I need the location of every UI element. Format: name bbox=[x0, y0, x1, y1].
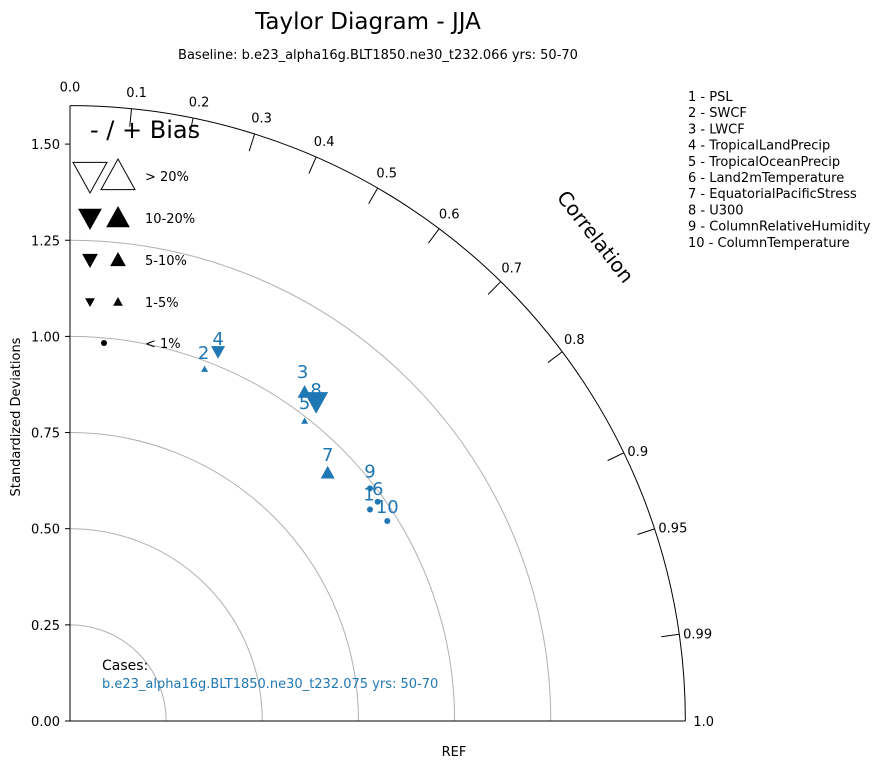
data-points: 1 2 3 4 5 6 7 8 910 bbox=[198, 329, 399, 525]
corr-tick-label: 0.2 bbox=[189, 95, 210, 110]
bias-legend-label: > 20% bbox=[145, 170, 189, 185]
bias-legend-label: 5-10% bbox=[145, 254, 187, 269]
corr-tick-label: 0.95 bbox=[658, 522, 687, 537]
corr-tick-mark bbox=[637, 528, 655, 535]
data-point-label-8: 8 bbox=[310, 380, 321, 401]
bias-legend-neg-marker bbox=[78, 208, 102, 231]
corr-tick-label: 0.0 bbox=[60, 81, 81, 96]
data-point-2 bbox=[201, 365, 209, 372]
axes bbox=[69, 105, 686, 722]
data-point-1 bbox=[366, 506, 373, 513]
grid-arc bbox=[69, 528, 263, 722]
data-point-label-2: 2 bbox=[198, 343, 209, 364]
std-dev-grid-arcs bbox=[69, 239, 552, 722]
data-point-10 bbox=[384, 518, 391, 525]
grid-arc bbox=[69, 239, 552, 722]
y-axis-label: Standardized Deviations bbox=[9, 337, 24, 496]
data-point-label-9: 9 bbox=[364, 461, 375, 482]
y-tick-label: 1.50 bbox=[31, 138, 60, 153]
y-tick-label: 0.75 bbox=[31, 427, 60, 442]
corr-tick-label: 0.99 bbox=[683, 628, 712, 643]
corr-tick-label: 0.1 bbox=[126, 86, 147, 101]
data-point-label-3: 3 bbox=[297, 362, 308, 383]
correlation-label: Correlation bbox=[552, 186, 639, 288]
grid-arc bbox=[69, 335, 456, 722]
bias-legend-dot bbox=[101, 340, 107, 346]
data-point-5 bbox=[301, 417, 309, 424]
corr-tick-mark bbox=[428, 228, 440, 244]
corr-tick-label: 0.9 bbox=[627, 445, 648, 460]
data-point-6 bbox=[374, 498, 381, 505]
corr-tick-mark bbox=[368, 187, 379, 204]
std-dev-ticks: 0.00 0.25 0.50 0.75 1.00 1.25 1.50 bbox=[31, 138, 70, 730]
chart-title: Taylor Diagram - JJA bbox=[254, 9, 481, 35]
data-point-label-1: 1 bbox=[363, 484, 374, 505]
variable-list-item: 6 - Land2mTemperature bbox=[688, 171, 844, 186]
data-point-7 bbox=[320, 465, 335, 479]
variable-list-item: 2 - SWCF bbox=[688, 106, 747, 121]
outer-arc bbox=[69, 105, 686, 722]
case-name: b.e23_alpha16g.BLT1850.ne30_t232.075 yrs… bbox=[102, 677, 438, 692]
variable-list-item: 8 - U300 bbox=[688, 203, 744, 218]
variable-list-item: 5 - TropicalOceanPrecip bbox=[688, 155, 840, 170]
corr-tick-label: 0.6 bbox=[439, 208, 460, 223]
bias-legend-neg-marker bbox=[85, 298, 95, 308]
data-point-label-4: 4 bbox=[212, 329, 223, 350]
corr-tick-mark bbox=[661, 633, 680, 638]
bias-legend-pos-marker bbox=[100, 157, 136, 191]
corr-tick-mark bbox=[607, 452, 625, 462]
corr-tick-label: 0.4 bbox=[314, 135, 335, 150]
variable-list-item: 10 - ColumnTemperature bbox=[688, 236, 850, 251]
correlation-ticks: 0.0 0.1 0.2 0.3 0.4 0.5 0.6 0.7 0.8 0.9 0.95 0.99 1.… bbox=[60, 81, 714, 730]
bias-legend-label: < 1% bbox=[145, 337, 181, 352]
bias-legend: - / + Bias > 20% 10-20% 5-10% 1-5% < 1% bbox=[72, 116, 200, 352]
bias-legend-label: 1-5% bbox=[145, 296, 179, 311]
corr-tick-label: 0.8 bbox=[564, 333, 585, 348]
corr-tick-label: 0.7 bbox=[501, 261, 522, 276]
chart-subtitle: Baseline: b.e23_alpha16g.BLT1850.ne30_t2… bbox=[178, 48, 578, 63]
bias-legend-neg-marker bbox=[82, 253, 98, 269]
x-axis-label: REF bbox=[442, 745, 467, 760]
corr-tick-mark bbox=[547, 351, 563, 363]
grid-arc bbox=[69, 432, 359, 722]
data-point-label-6: 6 bbox=[372, 479, 383, 500]
corr-tick-mark bbox=[248, 133, 256, 152]
bias-legend-title: - / + Bias bbox=[90, 116, 200, 144]
bias-legend-pos-marker bbox=[113, 296, 123, 306]
corr-tick-label: 0.5 bbox=[376, 166, 397, 181]
data-point-8 bbox=[304, 392, 329, 414]
corr-tick-mark bbox=[308, 156, 317, 174]
data-point-label-7: 7 bbox=[322, 445, 333, 466]
corr-tick-mark bbox=[188, 117, 194, 136]
bias-legend-pos-marker bbox=[110, 251, 126, 267]
cases-label: Cases: bbox=[102, 658, 148, 674]
y-tick-label: 0.00 bbox=[31, 715, 60, 730]
y-tick-label: 0.50 bbox=[31, 523, 60, 538]
grid-arc bbox=[69, 624, 167, 722]
bias-legend-label: 10-20% bbox=[145, 212, 195, 227]
corr-tick-label: 1.0 bbox=[693, 715, 714, 730]
bias-legend-pos-marker bbox=[106, 205, 130, 228]
variable-list-item: 9 - ColumnRelativeHumidity bbox=[688, 220, 871, 235]
y-tick-label: 0.25 bbox=[31, 619, 60, 634]
corr-tick-label: 0.3 bbox=[251, 111, 272, 126]
data-point-4 bbox=[211, 346, 226, 359]
y-tick-label: 1.25 bbox=[31, 234, 60, 249]
variable-list-item: 7 - EquatorialPacificStress bbox=[688, 187, 857, 202]
y-tick-label: 1.00 bbox=[31, 330, 60, 345]
variable-list-item: 3 - LWCF bbox=[688, 122, 745, 137]
data-point-9 bbox=[366, 485, 373, 492]
data-point-label-5: 5 bbox=[299, 393, 310, 414]
bias-legend-neg-marker bbox=[72, 161, 108, 195]
corr-tick-mark bbox=[129, 108, 133, 127]
variable-list-item: 4 - TropicalLandPrecip bbox=[688, 139, 830, 154]
data-point-label-10: 10 bbox=[376, 497, 399, 518]
variable-list-item: 1 - PSL bbox=[688, 90, 733, 105]
corr-tick-mark bbox=[487, 281, 502, 295]
